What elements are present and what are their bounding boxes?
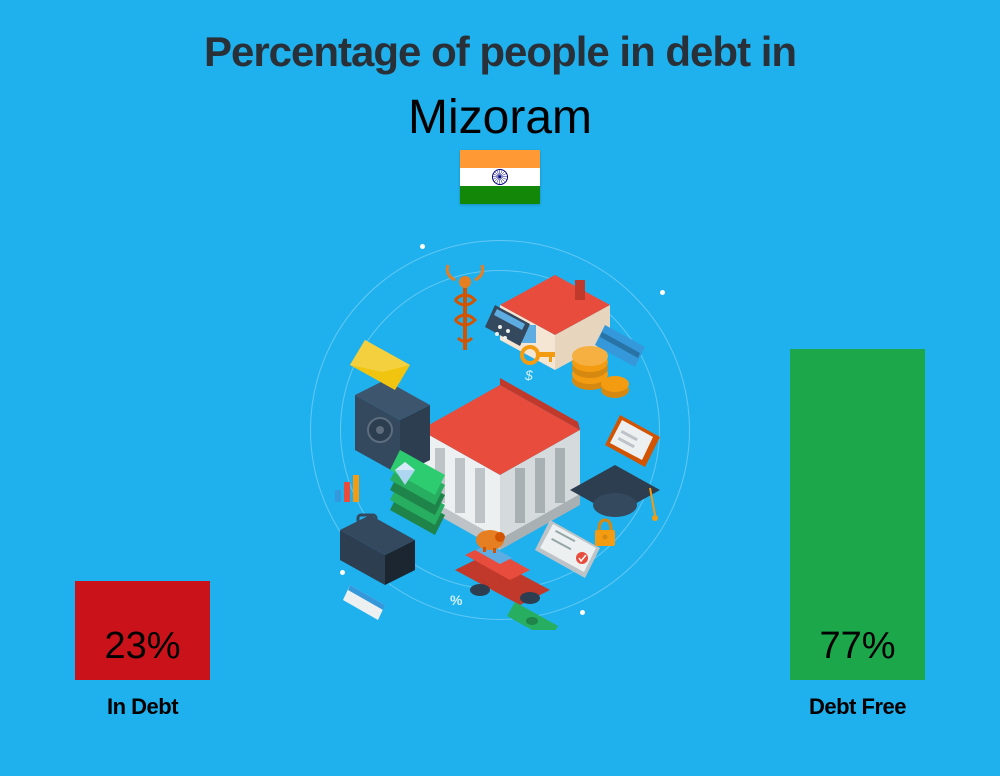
- clipboard-icon: [535, 520, 600, 578]
- bill-icon: [507, 602, 558, 630]
- bar-value-debt-free: 77%: [819, 625, 895, 668]
- svg-text:%: %: [450, 592, 463, 608]
- bar-rect-debt-free: 77%: [790, 349, 925, 680]
- region-name: Mizoram: [0, 90, 1000, 145]
- flag-green: [460, 186, 540, 204]
- flag-chakra-icon: [492, 169, 508, 185]
- calendar-icon: [343, 585, 385, 620]
- car-icon: [455, 544, 550, 605]
- briefcase-icon: [340, 515, 415, 585]
- bar-in-debt: 23% In Debt: [75, 581, 210, 720]
- bar-label-in-debt: In Debt: [107, 694, 178, 720]
- bar-debt-free: 77% Debt Free: [790, 349, 925, 720]
- flag-white: [460, 168, 540, 186]
- infographic-canvas: Percentage of people in debt in Mizoram …: [0, 0, 1000, 776]
- bar-rect-in-debt: 23%: [75, 581, 210, 680]
- isometric-scene-icon: % % $ $: [300, 230, 700, 630]
- main-title: Percentage of people in debt in: [0, 28, 1000, 76]
- chart-mini-icon: [335, 475, 359, 502]
- center-illustration: % % $ $: [300, 230, 700, 630]
- bar-value-in-debt: 23%: [104, 625, 180, 668]
- phone-icon: [605, 415, 660, 467]
- svg-text:$: $: [524, 367, 533, 383]
- graduation-cap-icon: [570, 465, 660, 521]
- flag-saffron: [460, 150, 540, 168]
- bar-label-debt-free: Debt Free: [809, 694, 906, 720]
- india-flag-icon: [460, 150, 540, 204]
- caduceus-icon: [447, 265, 482, 350]
- lock-icon: [595, 520, 615, 546]
